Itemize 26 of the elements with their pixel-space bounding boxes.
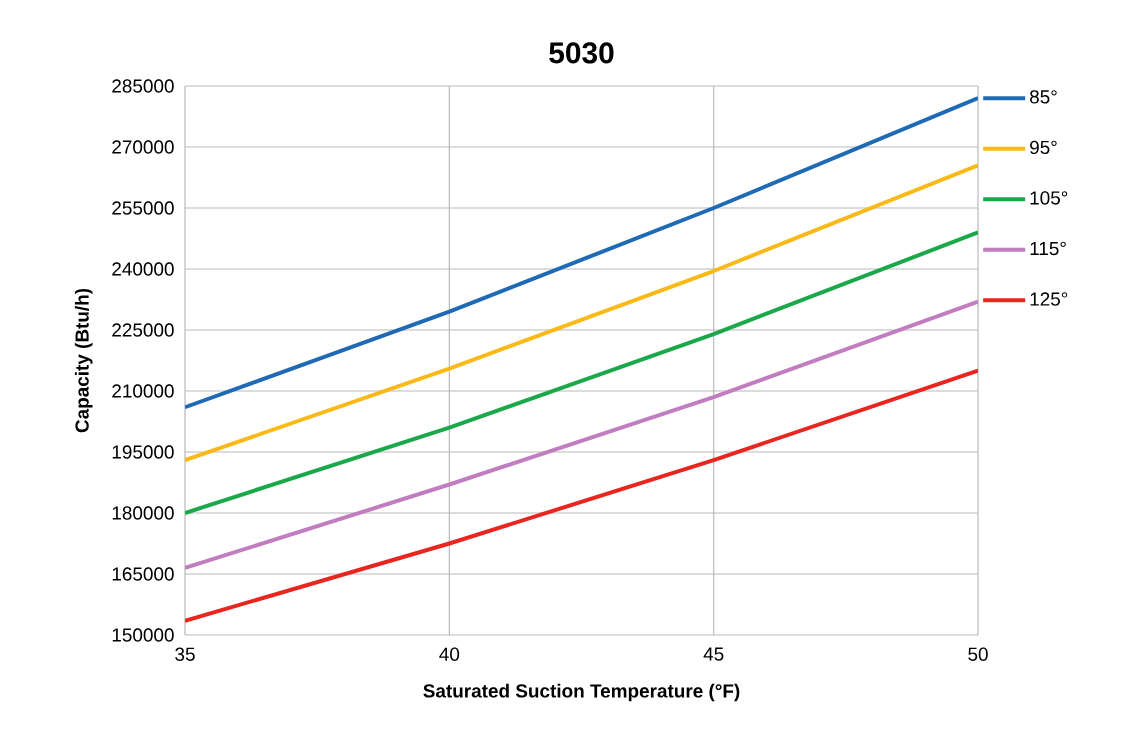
line-series	[185, 163, 979, 463]
y-tick-label: 240000	[112, 262, 174, 276]
legend-label: 85°	[1030, 90, 1057, 104]
y-tick-label: 255000	[112, 201, 174, 215]
y-tick-label: 180000	[112, 506, 174, 520]
line-series	[185, 230, 979, 515]
x-axis-title: Saturated Suction Temperature (°F)	[423, 683, 740, 702]
legend-label: 95°	[1030, 140, 1057, 155]
x-tick-label: 50	[968, 647, 988, 661]
x-tick-label: 45	[703, 647, 724, 661]
x-tick-label: 35	[175, 647, 195, 661]
y-tick-label: 285000	[112, 79, 174, 93]
y-tick-label: 195000	[112, 445, 174, 459]
x-tick-label: 40	[439, 647, 460, 661]
y-tick-label: 270000	[112, 140, 174, 154]
y-tick-label: 165000	[112, 567, 174, 581]
legend-label: 105°	[1030, 191, 1068, 205]
y-tick-label: 225000	[112, 323, 174, 337]
chart-title: 5030	[549, 42, 614, 64]
legend-label: 115°	[1030, 241, 1066, 256]
line-series	[185, 368, 979, 623]
y-tick-label: 150000	[112, 628, 174, 642]
line-series	[185, 299, 979, 570]
y-tick-label: 210000	[112, 384, 174, 398]
legend-label: 125°	[1030, 292, 1068, 306]
y-axis-title: Capacity (Btu/h)	[74, 288, 93, 433]
